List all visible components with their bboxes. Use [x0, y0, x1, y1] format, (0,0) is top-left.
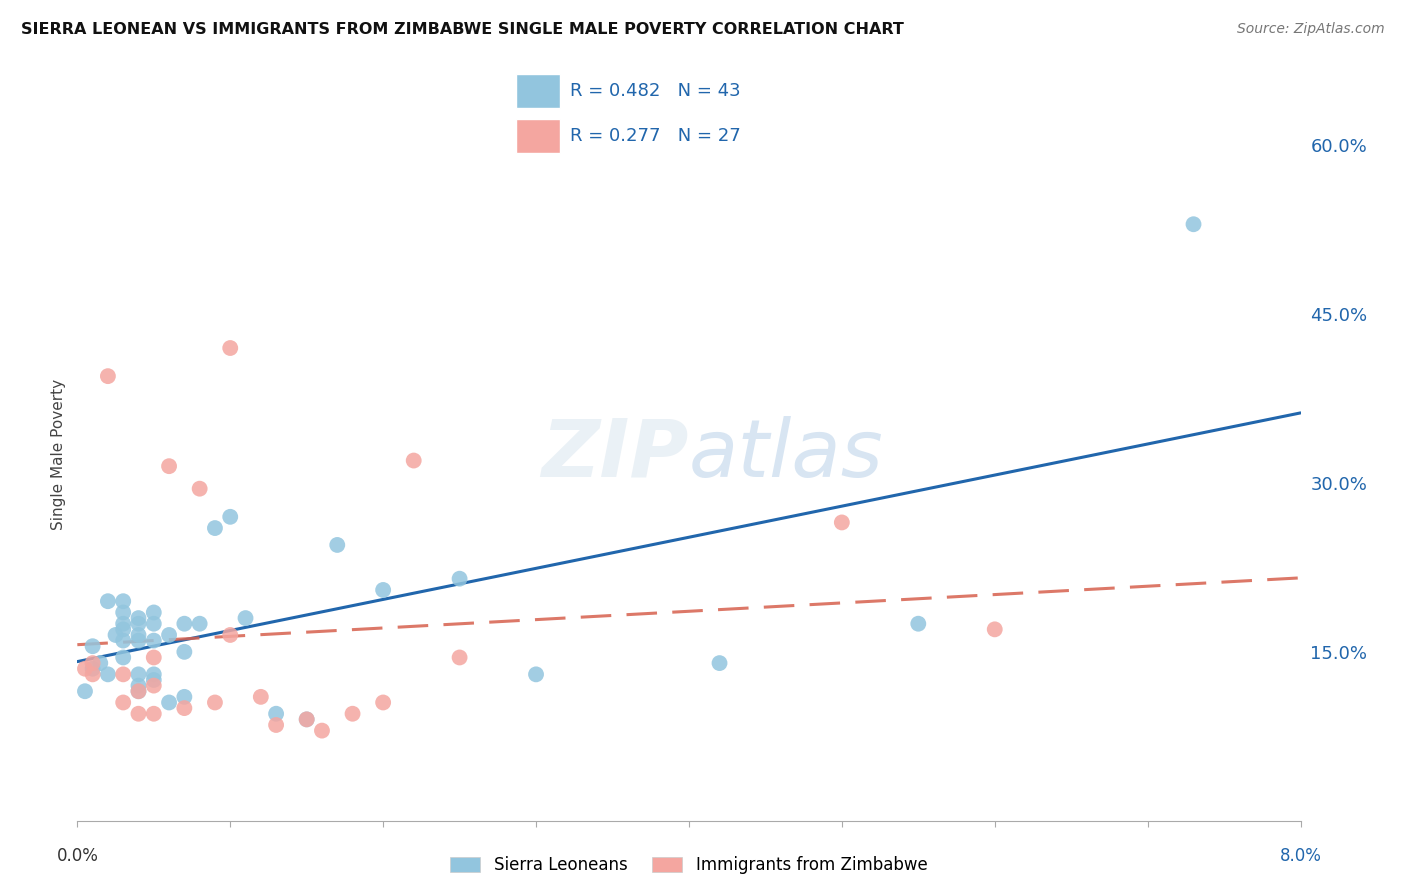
Point — [295, 712, 318, 726]
FancyBboxPatch shape — [516, 120, 560, 153]
Point — [82, 656, 104, 670]
Point — [204, 696, 226, 710]
Point — [97, 594, 120, 608]
Point — [142, 633, 165, 648]
Point — [112, 633, 135, 648]
Legend: Sierra Leoneans, Immigrants from Zimbabwe: Sierra Leoneans, Immigrants from Zimbabw… — [450, 856, 928, 874]
Point — [142, 673, 165, 687]
Point — [250, 690, 273, 704]
Point — [73, 684, 96, 698]
Point — [128, 684, 150, 698]
Point — [907, 616, 929, 631]
Point — [326, 538, 349, 552]
Point — [831, 516, 853, 530]
Point — [89, 656, 111, 670]
Text: R = 0.482   N = 43: R = 0.482 N = 43 — [571, 82, 741, 100]
Point — [82, 639, 104, 653]
Point — [173, 690, 195, 704]
Point — [104, 628, 127, 642]
Text: 0.0%: 0.0% — [56, 847, 98, 865]
Text: ZIP: ZIP — [541, 416, 689, 494]
Point — [82, 662, 104, 676]
Point — [142, 667, 165, 681]
Point — [219, 509, 242, 524]
Text: SIERRA LEONEAN VS IMMIGRANTS FROM ZIMBABWE SINGLE MALE POVERTY CORRELATION CHART: SIERRA LEONEAN VS IMMIGRANTS FROM ZIMBAB… — [21, 22, 904, 37]
Point — [371, 582, 394, 597]
Point — [112, 594, 135, 608]
Point — [188, 616, 211, 631]
Point — [342, 706, 364, 721]
Text: 8.0%: 8.0% — [1279, 847, 1322, 865]
Point — [112, 667, 135, 681]
Point — [295, 712, 318, 726]
Point — [157, 628, 180, 642]
Point — [984, 623, 1007, 637]
Point — [142, 606, 165, 620]
Point — [128, 611, 150, 625]
Point — [1182, 217, 1205, 231]
Point — [264, 706, 287, 721]
Text: atlas: atlas — [689, 416, 884, 494]
Point — [128, 706, 150, 721]
Point — [219, 341, 242, 355]
Text: R = 0.277   N = 27: R = 0.277 N = 27 — [571, 128, 741, 145]
Point — [128, 684, 150, 698]
Point — [311, 723, 333, 738]
Point — [128, 633, 150, 648]
Point — [128, 628, 150, 642]
Point — [264, 718, 287, 732]
Point — [142, 706, 165, 721]
Point — [449, 572, 471, 586]
Point — [112, 606, 135, 620]
Point — [112, 696, 135, 710]
Point — [112, 616, 135, 631]
Point — [371, 696, 394, 710]
Point — [157, 696, 180, 710]
Y-axis label: Single Male Poverty: Single Male Poverty — [51, 379, 66, 531]
Point — [235, 611, 257, 625]
Point — [142, 679, 165, 693]
Point — [173, 616, 195, 631]
Point — [128, 667, 150, 681]
Point — [188, 482, 211, 496]
Point — [204, 521, 226, 535]
Point — [128, 679, 150, 693]
Point — [97, 667, 120, 681]
Point — [173, 701, 195, 715]
Point — [142, 650, 165, 665]
Point — [173, 645, 195, 659]
Point — [524, 667, 547, 681]
Point — [97, 369, 120, 384]
Point — [82, 667, 104, 681]
Point — [157, 459, 180, 474]
Point — [709, 656, 731, 670]
Point — [112, 650, 135, 665]
Point — [142, 616, 165, 631]
Text: Source: ZipAtlas.com: Source: ZipAtlas.com — [1237, 22, 1385, 37]
Point — [219, 628, 242, 642]
Point — [73, 662, 96, 676]
Point — [402, 453, 425, 467]
FancyBboxPatch shape — [516, 74, 560, 108]
Point — [449, 650, 471, 665]
Point — [112, 623, 135, 637]
Point — [128, 616, 150, 631]
